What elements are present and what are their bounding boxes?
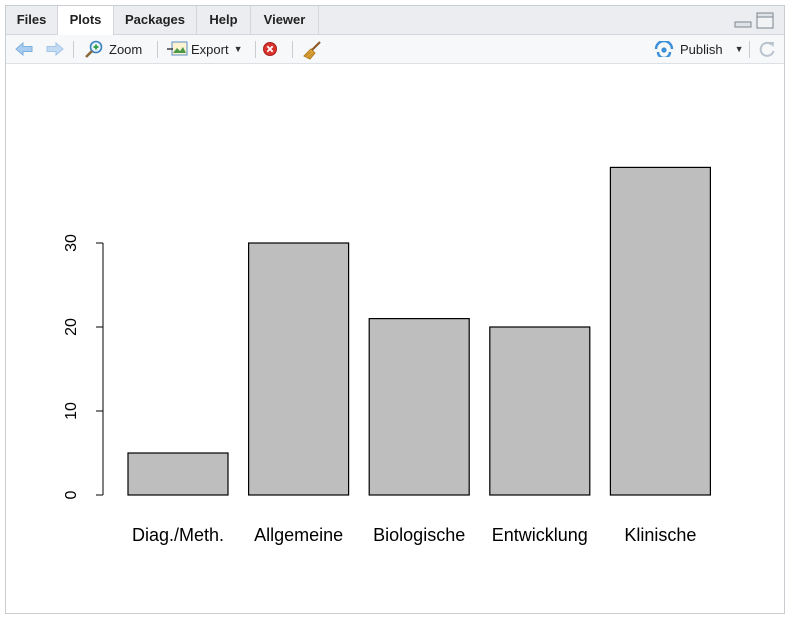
toolbar-separator (73, 41, 74, 58)
publish-icon (654, 41, 674, 57)
minimize-icon[interactable] (734, 14, 752, 28)
x-category-label: Diag./Meth. (132, 525, 224, 545)
zoom-label: Zoom (109, 41, 143, 57)
export-dropdown-icon: ▼ (233, 44, 243, 54)
plot-toolbar: Zoom Export ▼ (6, 35, 784, 64)
x-category-label: Entwicklung (492, 525, 588, 545)
bar-1 (127, 452, 229, 496)
toolbar-separator (749, 41, 750, 58)
maximize-icon[interactable] (756, 12, 774, 29)
export-button[interactable]: Export ▼ (166, 35, 243, 63)
bar-3 (368, 318, 470, 496)
broom-icon[interactable] (303, 40, 323, 60)
tab-packages[interactable]: Packages (114, 6, 197, 34)
y-tick-label: 30 (63, 234, 80, 252)
tab-help[interactable]: Help (197, 6, 251, 34)
export-icon (167, 41, 188, 56)
tab-plots[interactable]: Plots (58, 6, 114, 35)
back-arrow-icon[interactable] (14, 41, 34, 57)
toolbar-separator (255, 41, 256, 58)
plot-area: 0 10 20 30 Diag./Meth. Allgemeine Biologische E… (6, 64, 784, 613)
tab-bar: Files Plots Packages Help Viewer (6, 6, 784, 35)
refresh-icon[interactable] (758, 40, 776, 58)
bar-5 (609, 166, 712, 496)
tab-viewer[interactable]: Viewer (251, 6, 319, 34)
plots-pane: Files Plots Packages Help Viewer Zoom (5, 5, 785, 614)
remove-plot-icon[interactable] (262, 41, 278, 57)
x-category-label: Biologische (373, 525, 465, 545)
y-tick-label: 0 (63, 490, 80, 499)
export-label: Export (191, 41, 229, 57)
y-tick-label: 10 (63, 402, 80, 420)
bar-4 (489, 326, 591, 496)
bar-chart: 0 10 20 30 Diag./Meth. Allgemeine Biologische E… (63, 166, 712, 545)
bar-2 (248, 242, 350, 496)
y-tick-label: 20 (63, 318, 80, 336)
zoom-icon (85, 40, 103, 58)
toolbar-separator (157, 41, 158, 58)
toolbar-separator (292, 41, 293, 58)
publish-button[interactable]: Publish ▼ (653, 35, 744, 63)
publish-label: Publish (680, 41, 723, 57)
tab-files[interactable]: Files (6, 6, 58, 34)
x-category-label: Allgemeine (254, 525, 343, 545)
publish-dropdown-icon[interactable]: ▼ (734, 44, 744, 54)
zoom-button[interactable]: Zoom (84, 35, 142, 63)
x-category-label: Klinische (624, 525, 696, 545)
forward-arrow-icon[interactable] (45, 41, 65, 57)
